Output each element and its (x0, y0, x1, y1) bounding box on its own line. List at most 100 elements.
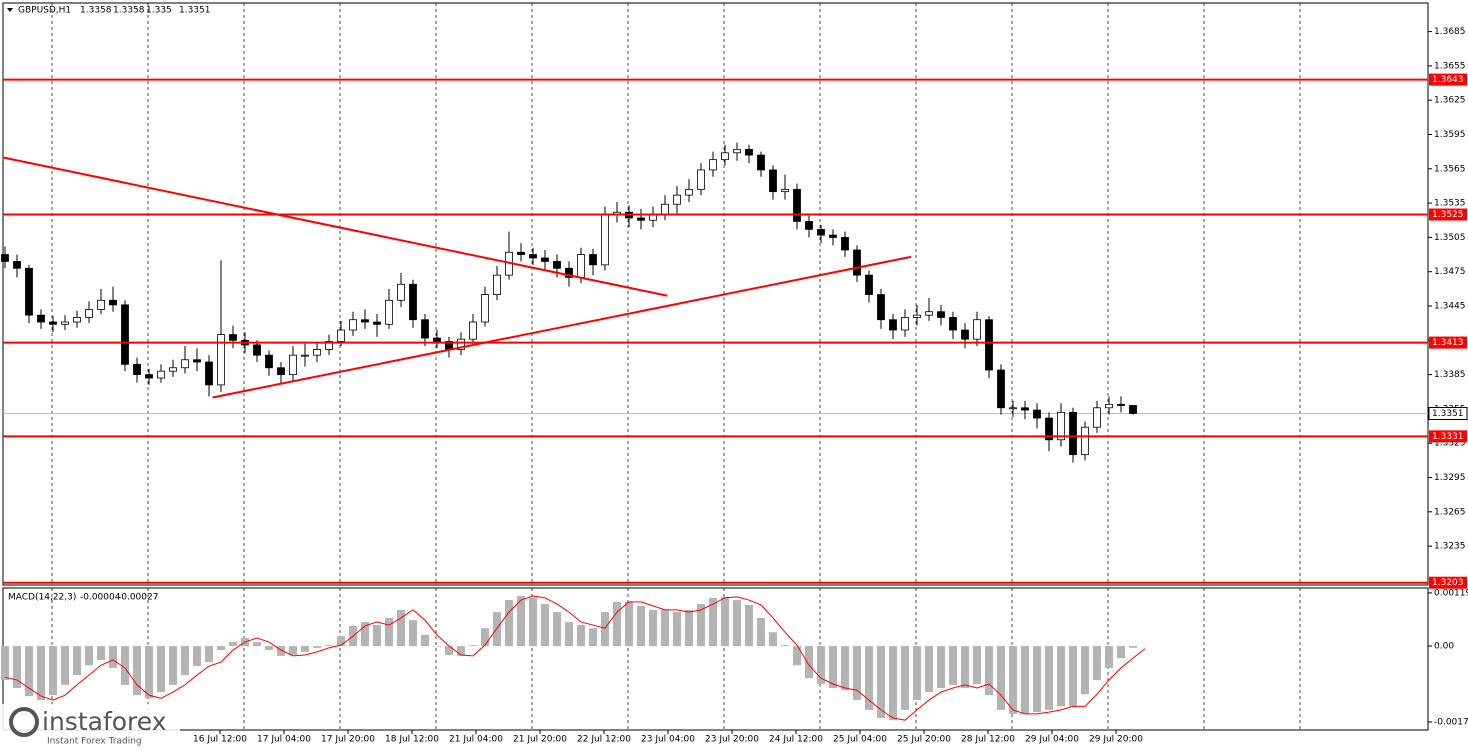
candle-body (61, 321, 69, 325)
macd-bar (901, 646, 909, 710)
level-label: 1.3525 (1432, 210, 1464, 220)
macd-value: -0.00004 (80, 593, 121, 603)
macd-bar (613, 601, 621, 647)
candle-body (925, 311, 933, 316)
macd-bar (721, 596, 729, 647)
candle-body (337, 329, 345, 342)
macd-bar (421, 634, 429, 647)
macd-bar (457, 646, 465, 656)
macd-y-tick-label: 0.00119 (1434, 588, 1468, 598)
candle-body (277, 367, 285, 376)
logo-icon (9, 707, 39, 737)
high: 1.3358 (113, 6, 145, 16)
macd-bar (289, 646, 297, 655)
candle-body (217, 334, 225, 386)
macd-bar (1069, 646, 1077, 707)
macd-bar (997, 646, 1005, 710)
macd-bar (277, 646, 285, 656)
x-tick-label: 22 Jul 12:00 (577, 735, 631, 745)
macd-bar (1, 646, 9, 680)
macd-bar (589, 628, 597, 647)
macd-bar (985, 646, 993, 696)
open: 1.3358 (80, 6, 112, 16)
candle-body (769, 169, 777, 193)
signal-value: -0.00027 (118, 593, 158, 603)
candle-body (973, 319, 981, 340)
logo: instaforex Instant Forex Trading (2, 704, 180, 748)
macd-bar (1081, 646, 1089, 695)
candle-body (1093, 407, 1101, 428)
candle-body (85, 309, 93, 318)
macd-bar (373, 625, 381, 647)
candle-body (745, 148, 753, 156)
macd-bar (877, 646, 885, 718)
level-box (1429, 576, 1467, 589)
candle-body (457, 338, 465, 350)
candle-body (229, 334, 237, 341)
candle-body (805, 220, 813, 230)
macd-bar (169, 646, 177, 685)
x-tick-label: 23 Jul 04:00 (641, 735, 695, 745)
candle-body (601, 214, 609, 266)
candle-body (1069, 411, 1077, 456)
candle-body (385, 299, 393, 325)
y-tick-label: 1.3325 (1434, 439, 1466, 449)
y-tick-label: 1.3505 (1434, 233, 1466, 243)
macd-bar (313, 646, 321, 648)
macd-bar (709, 597, 717, 647)
candle-body (433, 337, 441, 342)
current-price-label: 1.3351 (1432, 409, 1464, 419)
macd-bar (577, 625, 585, 647)
macd-y-tick-label: -0.0017 (1434, 717, 1468, 727)
macd-bar (841, 646, 849, 691)
candle-body (253, 344, 261, 356)
macd-bar (745, 604, 753, 647)
candle-body (565, 267, 573, 278)
candle-body (289, 354, 297, 376)
macd-bar (925, 646, 933, 693)
level-box (1429, 73, 1467, 86)
y-tick-label: 1.3685 (1434, 27, 1466, 37)
symbol: GBPUSD,H1 (18, 6, 71, 16)
candle-body (829, 234, 837, 238)
macd-bar (85, 646, 93, 666)
macd-bar (973, 646, 981, 685)
level-label: 1.3203 (1432, 578, 1464, 588)
macd-bar (385, 617, 393, 647)
candle-body (853, 249, 861, 276)
x-tick-label: 25 Jul 04:00 (833, 735, 887, 745)
x-tick-label: 25 Jul 20:00 (897, 735, 951, 745)
candle-body (313, 349, 321, 356)
x-tick-label: 18 Jul 12:00 (385, 735, 439, 745)
y-tick-label: 1.3235 (1434, 542, 1466, 552)
candle-body (481, 294, 489, 323)
macd-bar (61, 646, 69, 685)
candle-body (661, 203, 669, 215)
macd-bar (445, 646, 453, 655)
candle-body (145, 374, 153, 379)
macd-bar (1129, 646, 1137, 648)
level-label: 1.3643 (1432, 75, 1464, 85)
trendline (2, 156, 668, 297)
macd-bar (553, 612, 561, 647)
candle-body (349, 319, 357, 331)
candle-body (841, 237, 849, 251)
macd-bar (73, 646, 81, 676)
macd-bar (505, 600, 513, 647)
candle-body (589, 254, 597, 266)
macd-bar (937, 646, 945, 689)
candle-body (301, 354, 309, 357)
x-tick-label: 17 Jul 20:00 (321, 735, 375, 745)
candle-body (577, 254, 585, 278)
macd-bar (733, 600, 741, 647)
candle-body (1033, 409, 1041, 419)
y-tick-label: 1.3385 (1434, 370, 1466, 380)
price-panel (2, 2, 1429, 586)
candle-body (673, 194, 681, 205)
macd-bar (889, 646, 897, 721)
candle-body (1, 254, 9, 262)
candle-body (817, 228, 825, 236)
macd-bar (229, 642, 237, 647)
candle-body (961, 329, 969, 340)
candle-body (133, 363, 141, 376)
